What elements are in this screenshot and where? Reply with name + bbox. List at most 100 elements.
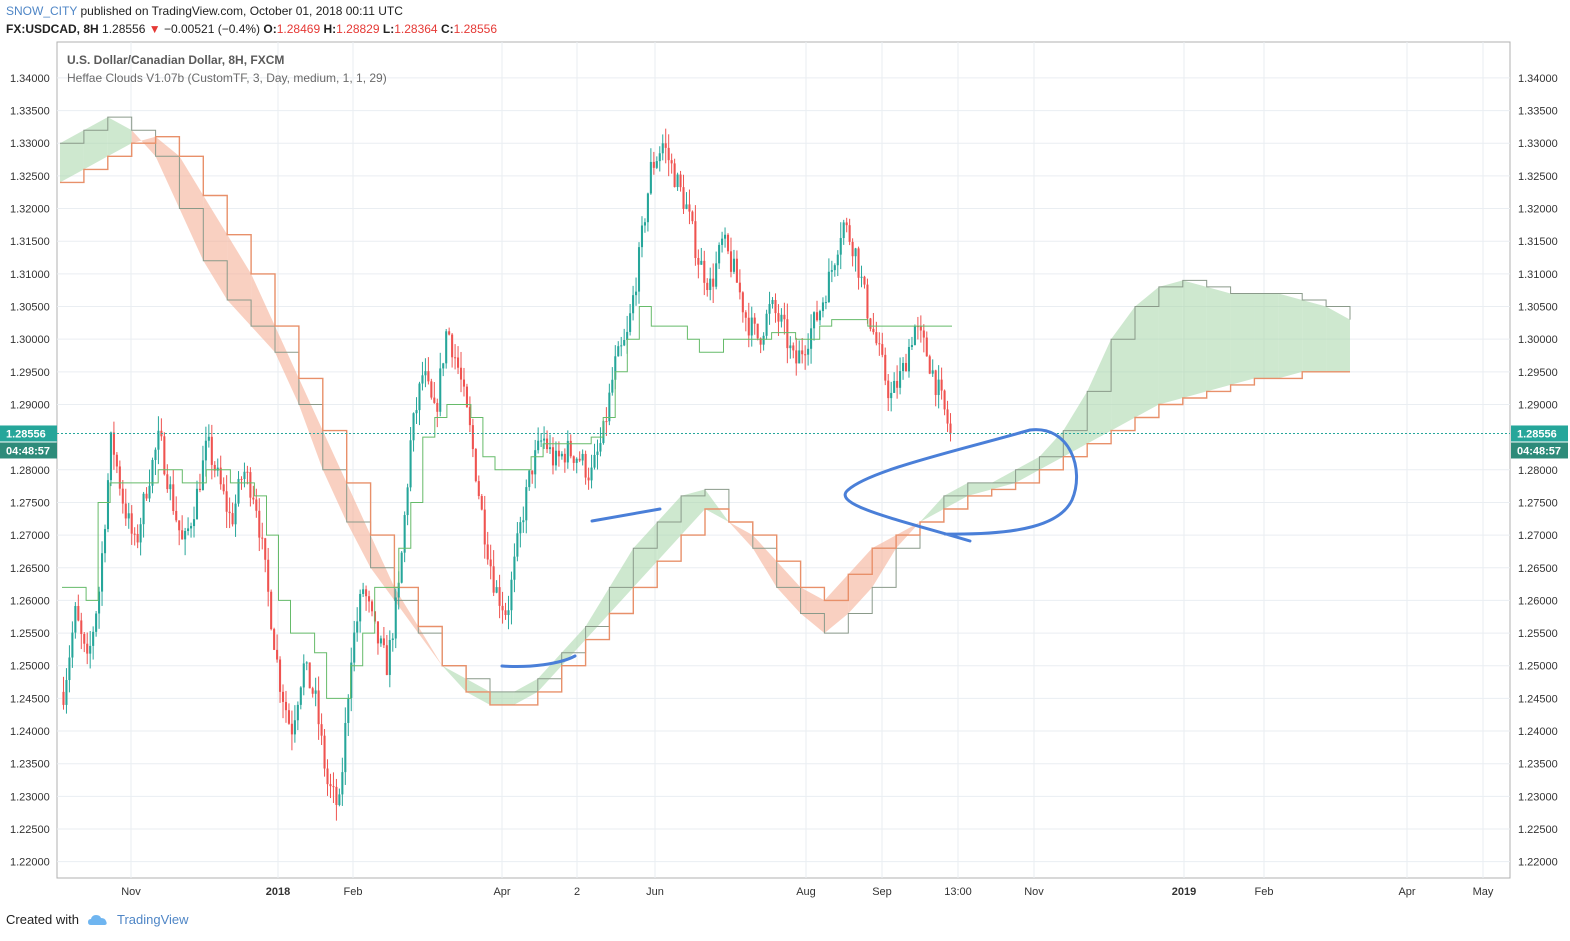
up-candle bbox=[658, 153, 661, 162]
up-candle bbox=[237, 478, 240, 504]
up-candle bbox=[789, 345, 792, 349]
down-candle bbox=[474, 449, 477, 482]
y-tick-label-right: 1.25500 bbox=[1518, 628, 1558, 640]
down-candle bbox=[77, 605, 80, 621]
bear-cloud-segment bbox=[155, 136, 180, 209]
down-candle bbox=[308, 662, 311, 689]
down-candle bbox=[486, 544, 489, 560]
down-candle bbox=[697, 257, 700, 265]
down-candle bbox=[848, 225, 851, 242]
down-candle bbox=[264, 538, 267, 560]
down-candle bbox=[815, 312, 819, 321]
high-label: H: bbox=[323, 22, 337, 36]
down-candle bbox=[572, 456, 575, 463]
down-candle bbox=[584, 453, 587, 478]
down-candle bbox=[792, 345, 795, 351]
up-candle bbox=[101, 553, 104, 592]
tradingview-cloud-icon bbox=[87, 914, 107, 925]
up-candle bbox=[356, 621, 359, 633]
down-candle bbox=[86, 643, 89, 654]
y-tick-label-left: 1.23500 bbox=[10, 759, 50, 771]
y-tick-label-left: 1.34000 bbox=[10, 73, 50, 85]
up-candle bbox=[445, 331, 448, 364]
ohlc-line: FX:USDCAD, 8H 1.28556 ▼ −0.00521 (−0.4%)… bbox=[6, 22, 497, 36]
y-tick-label-left: 1.33500 bbox=[10, 106, 50, 118]
up-candle bbox=[103, 529, 107, 554]
bull-cloud-segment bbox=[991, 469, 1016, 490]
bear-cloud-segment bbox=[275, 326, 299, 405]
down-candle bbox=[801, 350, 804, 355]
down-candle bbox=[471, 425, 474, 450]
up-candle bbox=[632, 295, 635, 314]
up-candle bbox=[403, 515, 406, 553]
down-candle bbox=[465, 386, 468, 407]
bear-cloud-segment bbox=[251, 273, 275, 353]
up-candle bbox=[798, 350, 801, 364]
down-candle bbox=[332, 786, 335, 788]
down-candle bbox=[213, 464, 216, 471]
x-tick-label: Apr bbox=[493, 886, 510, 898]
up-candle bbox=[234, 503, 237, 525]
down-candle bbox=[433, 397, 436, 403]
y-tick-label-right: 1.22000 bbox=[1518, 857, 1558, 869]
x-tick-label: Feb bbox=[1255, 886, 1274, 898]
up-candle bbox=[415, 410, 418, 414]
up-candle bbox=[599, 443, 602, 452]
up-candle bbox=[593, 454, 596, 468]
up-candle bbox=[195, 488, 199, 520]
down-candle bbox=[118, 466, 121, 489]
username[interactable]: SNOW_CITY bbox=[6, 4, 78, 18]
down-candle bbox=[881, 344, 884, 355]
down-candle bbox=[376, 621, 379, 644]
tradingview-link[interactable]: TradingView bbox=[116, 912, 189, 927]
down-candle bbox=[804, 354, 807, 356]
up-candle bbox=[127, 513, 130, 519]
up-candle bbox=[207, 436, 210, 441]
down-candle bbox=[875, 332, 878, 344]
ichimoku-cloud bbox=[60, 116, 1351, 706]
down-candle bbox=[290, 723, 293, 735]
up-candle bbox=[937, 379, 940, 396]
up-candle bbox=[519, 522, 522, 534]
up-candle bbox=[409, 440, 412, 488]
low-label: L: bbox=[382, 22, 395, 36]
down-candle bbox=[726, 234, 730, 252]
up-candle bbox=[139, 524, 142, 543]
bear-cloud-segment bbox=[418, 626, 443, 666]
up-candle bbox=[379, 638, 382, 644]
down-candle bbox=[480, 496, 483, 510]
up-candle bbox=[827, 271, 830, 303]
price-tag-value-right: 1.28556 bbox=[1517, 428, 1557, 440]
up-candle bbox=[715, 263, 718, 287]
bull-cloud-segment bbox=[633, 522, 658, 588]
y-tick-label-right: 1.30000 bbox=[1518, 334, 1558, 346]
down-candle bbox=[501, 605, 504, 611]
indicator-legend[interactable]: Heffae Clouds V1.07b (CustomTF, 3, Day, … bbox=[67, 71, 387, 85]
down-candle bbox=[175, 510, 178, 521]
down-candle bbox=[219, 467, 222, 485]
timer-tag-left bbox=[0, 442, 57, 459]
down-candle bbox=[249, 472, 252, 498]
y-tick-label-left: 1.30500 bbox=[10, 302, 50, 314]
up-candle bbox=[151, 459, 154, 486]
up-candle bbox=[347, 698, 350, 723]
change-value: −0.00521 (−0.4%) bbox=[163, 22, 261, 36]
up-candle bbox=[394, 597, 397, 639]
down-candle bbox=[252, 497, 255, 500]
up-candle bbox=[661, 143, 664, 154]
down-candle bbox=[222, 484, 225, 492]
up-candle bbox=[913, 326, 916, 346]
x-tick-label: 13:00 bbox=[944, 886, 972, 898]
down-candle bbox=[255, 499, 258, 511]
down-candle bbox=[267, 559, 270, 592]
bull-cloud-segment bbox=[967, 482, 992, 496]
down-candle bbox=[605, 421, 608, 423]
down-candle bbox=[673, 163, 676, 188]
up-candle bbox=[534, 450, 537, 475]
up-candle bbox=[765, 313, 768, 336]
up-candle bbox=[676, 174, 679, 188]
y-tick-label-right: 1.27000 bbox=[1518, 530, 1558, 542]
up-candle bbox=[718, 244, 721, 264]
down-candle bbox=[133, 533, 136, 535]
